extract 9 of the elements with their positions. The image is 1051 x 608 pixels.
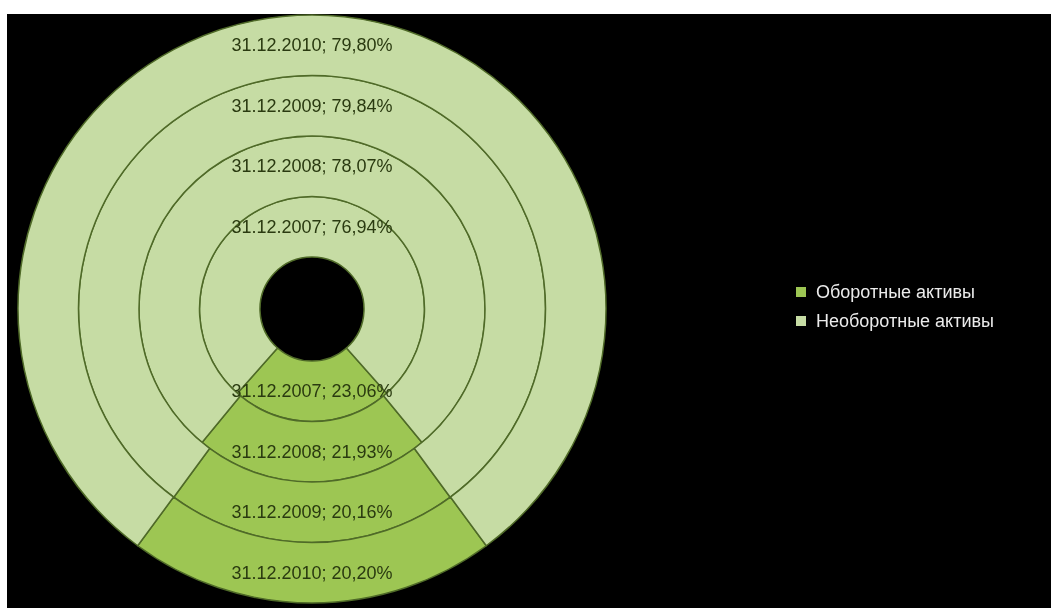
data-label: 31.12.2010; 20,20% <box>231 562 393 583</box>
data-label: 31.12.2010; 79,80% <box>231 35 393 56</box>
data-label: 31.12.2007; 76,94% <box>231 216 393 237</box>
data-label: 31.12.2008; 21,93% <box>231 441 393 462</box>
legend-label: Оборотные активы <box>816 282 975 302</box>
legend-label: Необоротные активы <box>816 311 994 331</box>
data-label: 31.12.2009; 20,16% <box>231 502 393 523</box>
data-label: 31.12.2008; 78,07% <box>231 156 393 177</box>
data-label: 31.12.2009; 79,84% <box>231 95 393 116</box>
